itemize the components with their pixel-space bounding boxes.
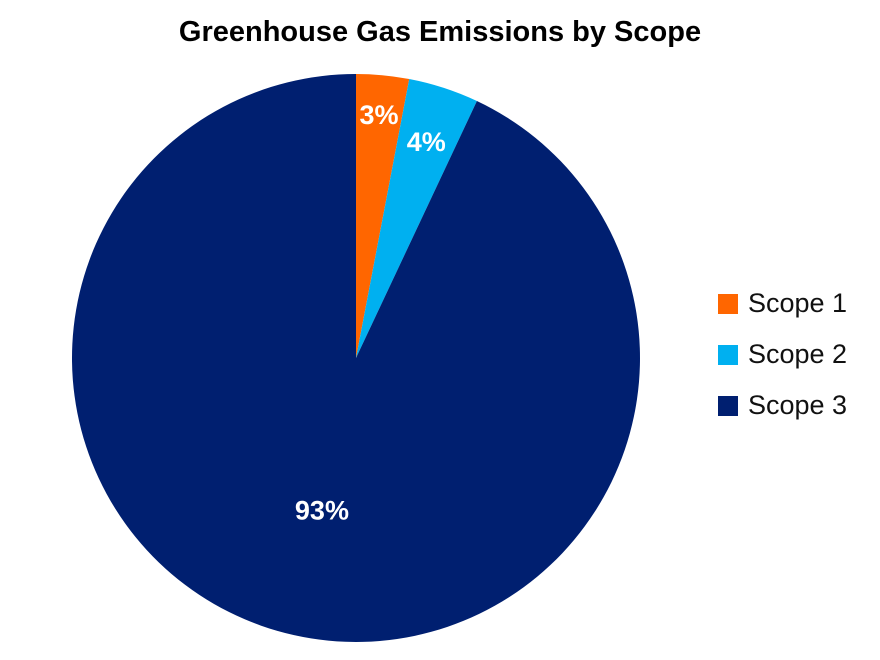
legend-item-scope-3: Scope 3	[718, 380, 847, 431]
legend-swatch	[718, 293, 738, 314]
pie-slice-scope-1	[356, 74, 410, 358]
slice-label-scope-1: 3%	[359, 100, 398, 130]
legend: Scope 1 Scope 2 Scope 3	[718, 278, 847, 431]
legend-label: Scope 2	[748, 339, 848, 369]
legend-swatch	[718, 344, 738, 365]
legend-item-scope-1: Scope 1	[718, 278, 847, 329]
legend-item-scope-2: Scope 2	[718, 329, 847, 380]
pie-slice-scope-2	[356, 79, 477, 358]
chart-title: Greenhouse Gas Emissions by Scope	[178, 16, 702, 48]
legend-label: Scope 3	[748, 390, 848, 420]
pie-slice-scope-3	[71, 74, 640, 642]
slice-label-scope-2: 4%	[407, 127, 446, 157]
legend-label: Scope 1	[748, 288, 848, 318]
legend-swatch	[718, 395, 738, 416]
slice-label-scope-3: 93%	[295, 495, 349, 525]
